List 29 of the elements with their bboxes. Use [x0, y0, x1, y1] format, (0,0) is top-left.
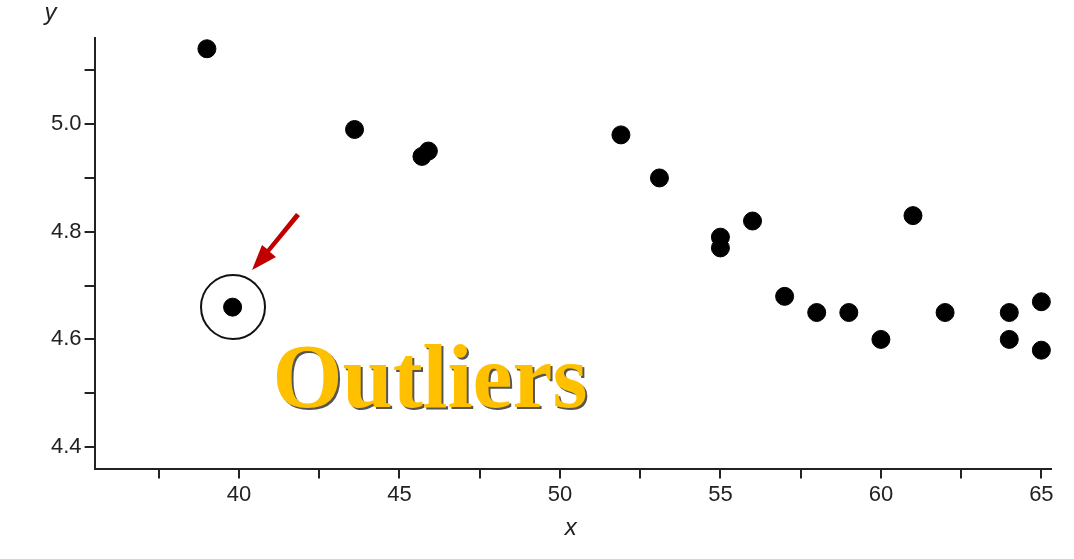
point — [649, 168, 669, 188]
x-tick-label: 65 — [1029, 480, 1054, 506]
point — [999, 329, 1019, 349]
y-tick-label: 4.4 — [50, 433, 82, 459]
point — [807, 303, 827, 323]
point — [743, 211, 763, 231]
point — [418, 141, 438, 161]
point — [999, 303, 1019, 323]
annotation: Outliers — [272, 327, 588, 427]
x-tick-label: 45 — [387, 480, 412, 506]
point — [197, 39, 217, 59]
point — [1031, 292, 1051, 312]
point — [935, 303, 955, 323]
y-tick-label: 5.0 — [50, 110, 82, 136]
point — [775, 286, 795, 306]
x-tick-label: 55 — [708, 480, 733, 506]
point — [611, 125, 631, 145]
x-tick-label: 60 — [868, 480, 894, 506]
point — [903, 206, 923, 226]
point — [345, 120, 365, 139]
x-tick-label: 50 — [547, 480, 573, 506]
x-tick-label: 40 — [226, 480, 252, 506]
point — [871, 329, 891, 349]
x-axis-title: x — [564, 513, 577, 541]
point — [839, 303, 859, 323]
y-axis-title: y — [44, 0, 57, 26]
point — [1031, 340, 1051, 360]
y-tick-label: 4.8 — [50, 217, 82, 243]
y-tick-label: 4.6 — [50, 325, 82, 351]
